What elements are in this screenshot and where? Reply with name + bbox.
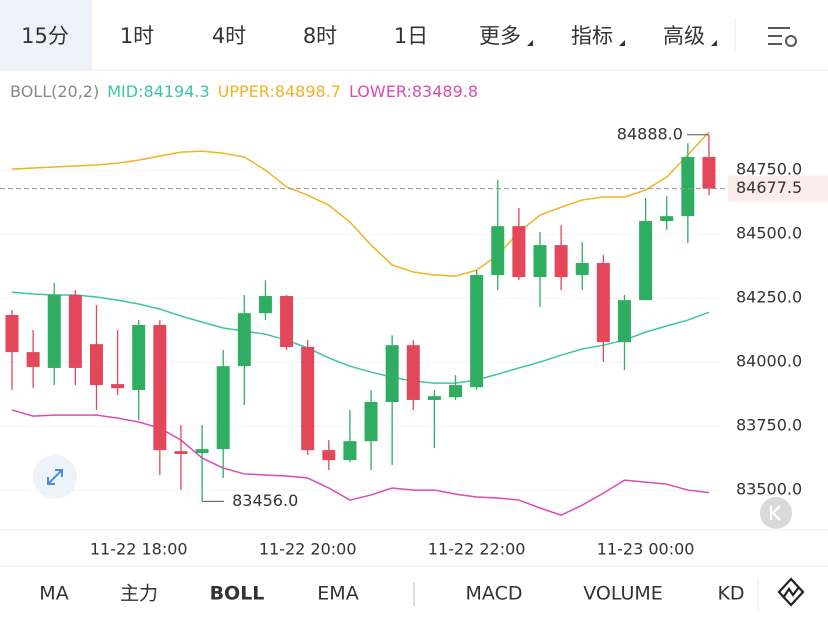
indicator-label: LOWER: [349, 82, 412, 101]
collapse-button[interactable] [760, 497, 792, 529]
indicator-value: 83489.8 [412, 82, 478, 101]
indicator-tab[interactable]: 主力 [120, 583, 158, 605]
candle-body [596, 263, 610, 343]
candle-body [301, 346, 315, 451]
settings-icon[interactable] [768, 27, 797, 47]
candle-body [195, 449, 209, 453]
candle-body [554, 245, 568, 278]
timeframe-tab[interactable]: 1时 [120, 24, 154, 48]
candle-body [617, 300, 631, 343]
boll-line [11, 131, 710, 277]
candle-body [343, 441, 357, 461]
candle-body [280, 296, 294, 347]
dropdown-arrow [527, 40, 533, 46]
candle-body [702, 157, 716, 189]
candle-body [660, 216, 674, 222]
timeframe-tab[interactable]: 4时 [212, 24, 246, 48]
y-tick-label: 84250.0 [736, 288, 802, 307]
candle-body [575, 263, 589, 276]
candle-body [26, 352, 40, 367]
candle-body [322, 450, 336, 461]
indicator-tab[interactable]: KD [717, 583, 744, 605]
candle-body [132, 324, 146, 390]
candle-body [153, 324, 167, 451]
candle-body [174, 451, 188, 454]
indicator-value: 84898.7 [275, 82, 341, 101]
candle-body [385, 345, 399, 403]
candle-body [470, 275, 484, 388]
candle-body [364, 402, 378, 442]
ui: 15分 1时 4时 8时 1日 更多 指标 高级 BOLL(20,2) MID:84194.3 UP… [10, 24, 745, 605]
expand-button[interactable] [33, 455, 77, 499]
dropdown-arrow [711, 40, 717, 46]
indicator-label: UPPER: [218, 82, 275, 101]
indicator-tab[interactable]: MA [39, 583, 68, 605]
candle-body [68, 295, 82, 368]
menu-tab[interactable]: 高级 [663, 24, 705, 48]
annotation-label: 83456.0 [232, 491, 298, 510]
annotation-label: 84888.0 [617, 124, 683, 143]
menu-tab[interactable]: 更多 [479, 24, 521, 48]
x-tick-label: 11-22 22:00 [428, 540, 526, 559]
indicator-value: 84194.3 [143, 82, 209, 101]
candle-body [533, 245, 547, 278]
timeframe-tab[interactable]: 1日 [394, 24, 428, 48]
y-tick-label: 84000.0 [736, 352, 802, 371]
indicator-tab[interactable]: EMA [317, 583, 358, 605]
boll-line [11, 291, 710, 384]
candle-body [639, 221, 653, 301]
candle-body [216, 366, 230, 450]
y-tick-label: 84500.0 [736, 224, 802, 243]
candle-body [89, 344, 103, 386]
indicator-tab[interactable]: VOLUME [583, 583, 663, 605]
timeframe-tab[interactable]: 8时 [303, 24, 337, 48]
candle-body [681, 157, 695, 217]
indicator-tab[interactable]: BOLL [210, 583, 265, 605]
y-tick-label: 83750.0 [736, 416, 802, 435]
y-tick-label: 83500.0 [736, 480, 802, 499]
candle-body [491, 226, 505, 276]
boll-line [11, 409, 710, 516]
menu-tab[interactable]: 指标 [571, 24, 613, 48]
candle-body [5, 314, 19, 353]
candle-body [427, 396, 441, 400]
candle-body [512, 226, 526, 278]
candle-body [47, 295, 61, 368]
x-tick-label: 11-22 18:00 [90, 540, 188, 559]
indicator-header: BOLL(20,2) MID:84194.3 UPPER:84898.7 LOWER:… [10, 82, 478, 101]
last-price-label: 84677.5 [736, 178, 802, 197]
active-tab-bg [0, 0, 92, 70]
x-tick-label: 11-23 00:00 [597, 540, 695, 559]
indicator-tab[interactable]: MACD [466, 583, 523, 605]
dropdown-arrow [619, 40, 625, 46]
x-tick-label: 11-22 20:00 [259, 540, 357, 559]
draw-tool-icon[interactable] [777, 577, 805, 607]
candle-body [258, 296, 272, 314]
timeframe-tab[interactable]: 15分 [21, 24, 69, 48]
candle-body [237, 313, 251, 367]
indicator-label: MID: [107, 82, 143, 101]
indicator-name: BOLL(20,2) [10, 82, 99, 101]
y-tick-label: 84750.0 [736, 160, 802, 179]
candle-body [449, 385, 463, 398]
plot: 83500.0 83750.0 84000.0 84250.0 84500.0 84750… [0, 124, 828, 559]
candle-body [406, 345, 420, 400]
last-price-tag [728, 175, 828, 202]
candle-body [111, 384, 125, 389]
